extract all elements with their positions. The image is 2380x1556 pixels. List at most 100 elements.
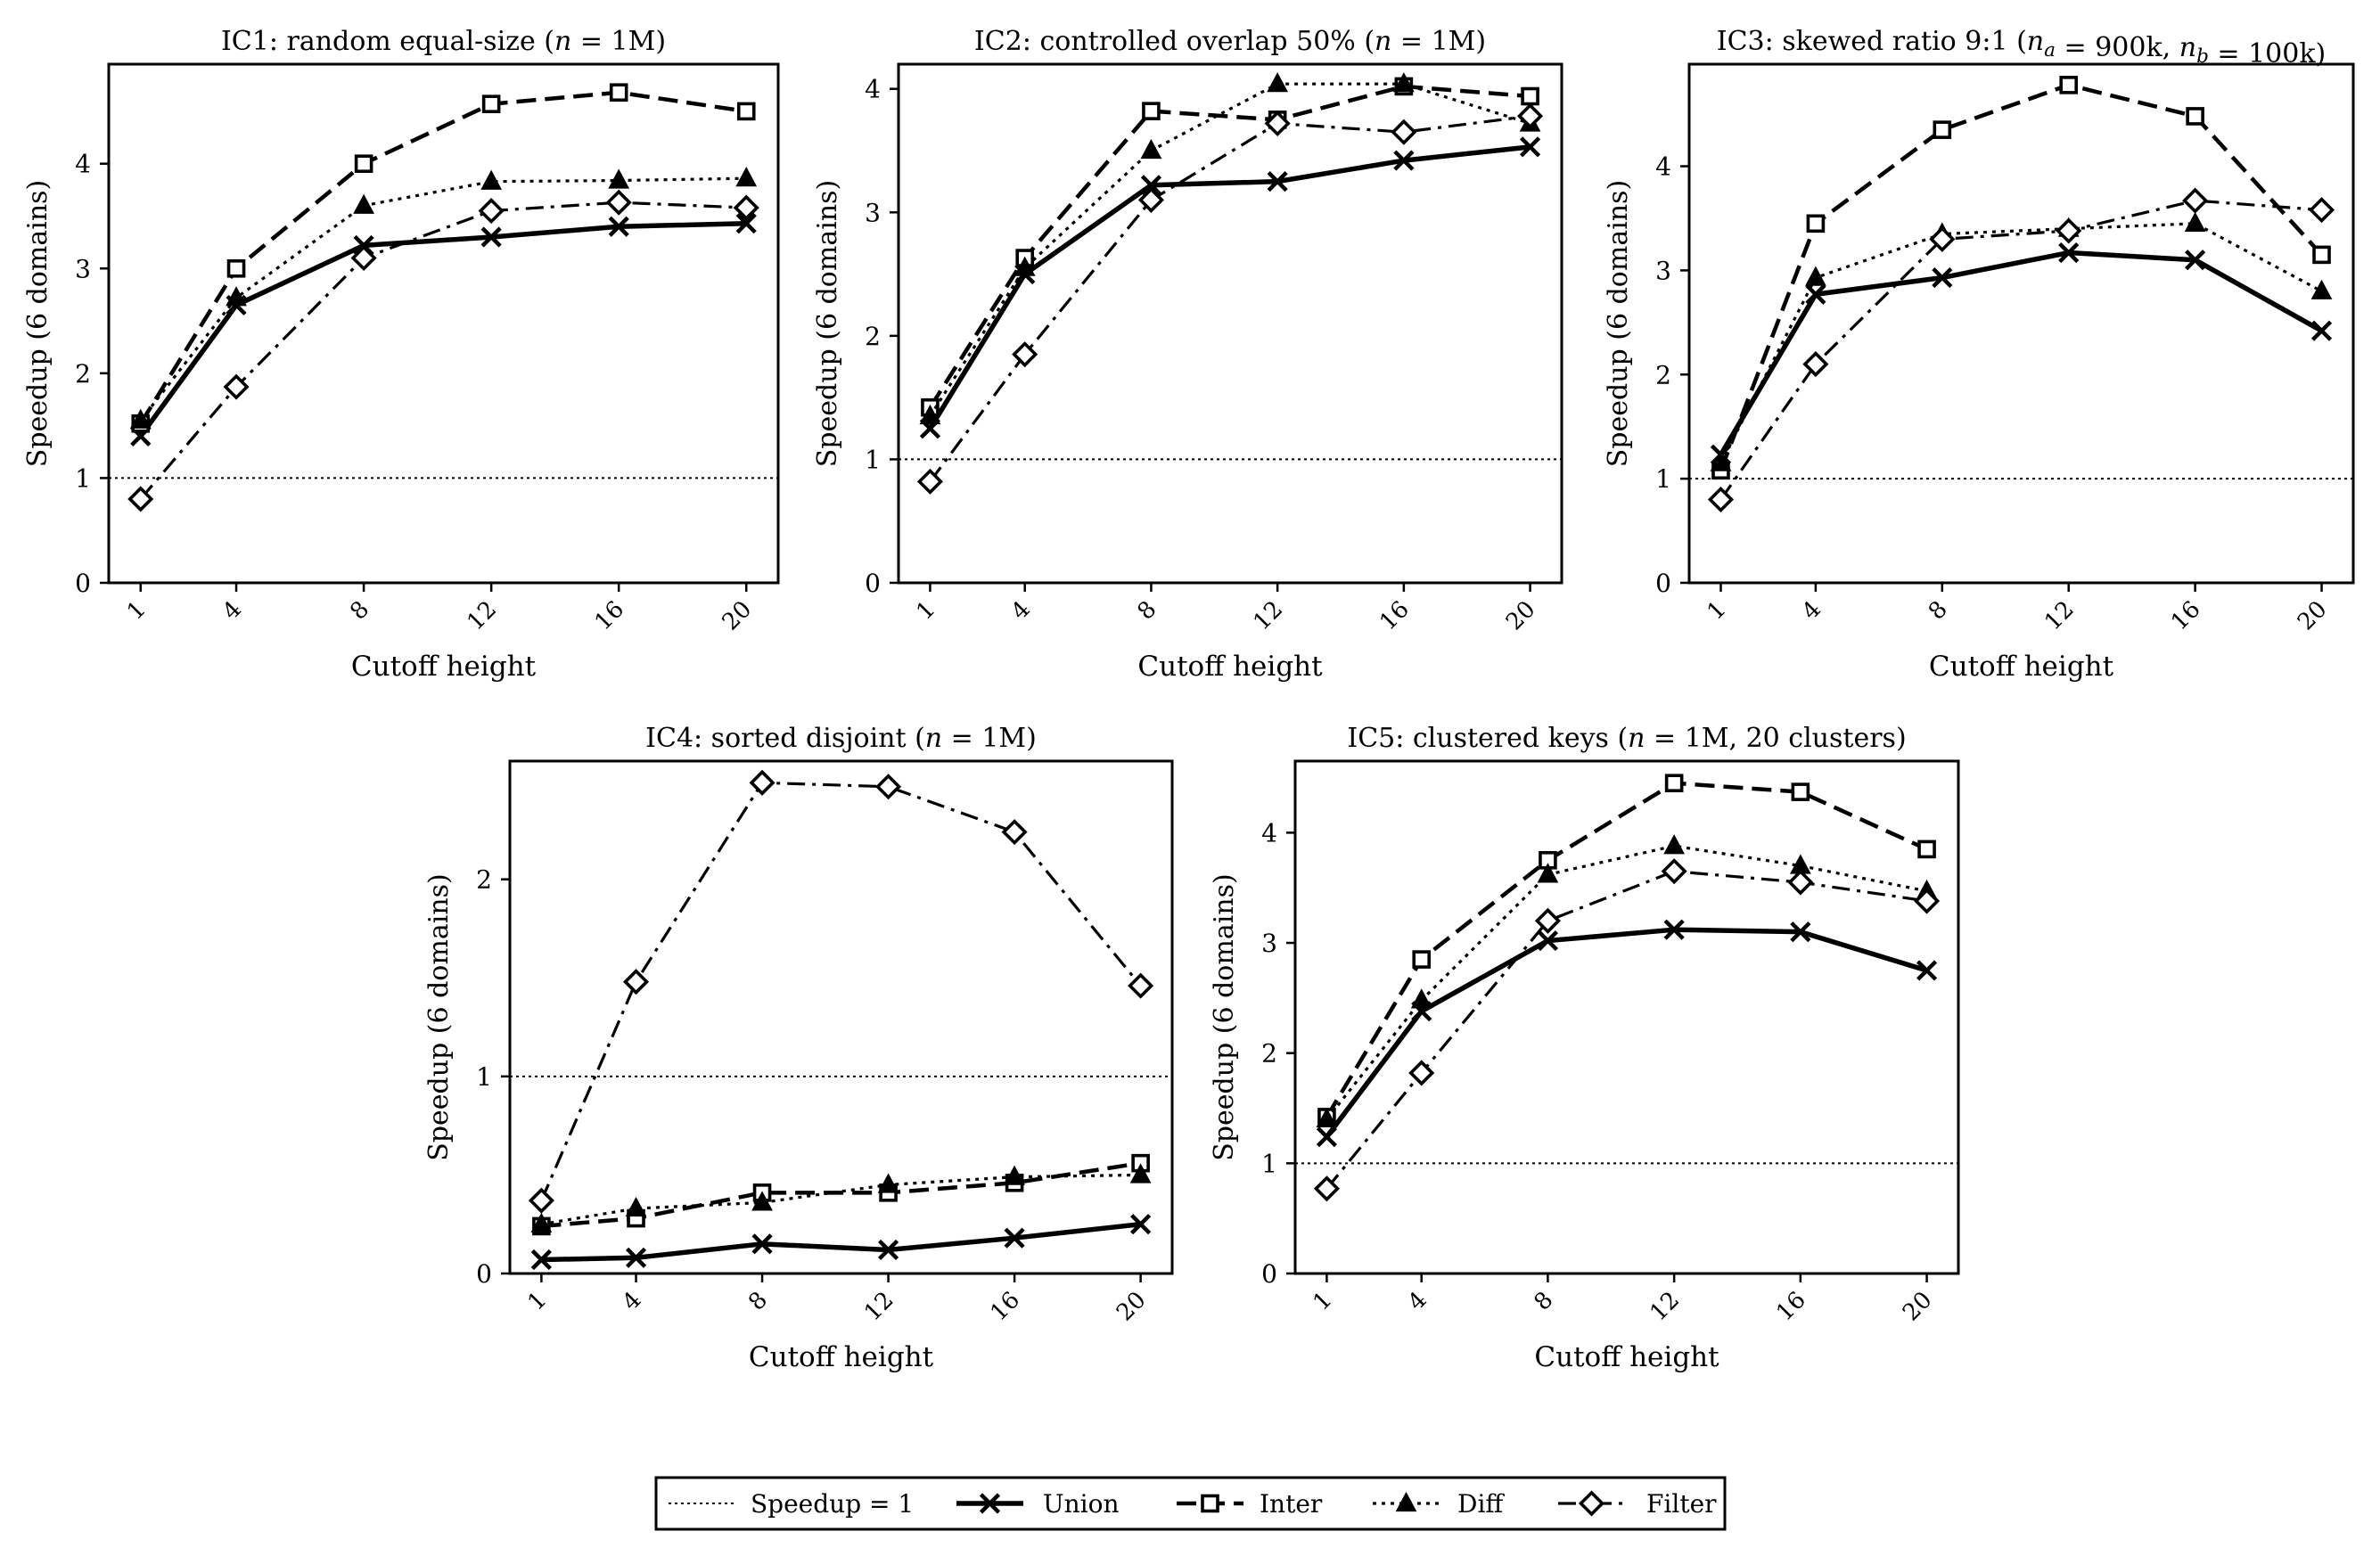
data-point-diff [1805, 266, 1826, 286]
legend-item-diff: Diff [1373, 1489, 1505, 1519]
legend-swatch-marker [1578, 1490, 1605, 1517]
series-inter [1317, 774, 1936, 1126]
data-point-inter [1917, 839, 1936, 859]
data-point-inter [1664, 774, 1684, 793]
data-point-diff [1316, 1107, 1338, 1128]
x-axis-label: Cutoff height [749, 1341, 934, 1373]
data-point-diff [877, 1173, 899, 1193]
data-point-union [1130, 1214, 1152, 1235]
x-tick-label: 12 [2039, 596, 2080, 636]
x-tick-label: 1 [122, 596, 152, 626]
x-tick-label: 16 [590, 596, 630, 636]
x-tick-label: 1 [1703, 596, 1732, 626]
legend-item-inter: Inter [1177, 1489, 1323, 1519]
legend-label: Inter [1260, 1489, 1323, 1519]
y-tick-label: 3 [1261, 929, 1277, 958]
data-point-filter [1914, 888, 1941, 914]
x-tick-label: 12 [463, 596, 503, 636]
y-tick-label: 0 [75, 569, 91, 598]
series-line-union [1719, 250, 2323, 456]
x-tick-label: 4 [1403, 1287, 1432, 1316]
chart-panel-3: IC3: skewed ratio 9:1 (na = 900k, nb = 1… [1603, 26, 2355, 683]
data-point-filter [1787, 869, 1814, 896]
data-point-diff [1710, 451, 1732, 471]
axes-frame [1293, 759, 1960, 1275]
data-point-filter [749, 769, 776, 796]
legend-item-filter: Filter [1558, 1489, 1717, 1519]
x-tick-label: 16 [1771, 1287, 1811, 1327]
data-point-union [2058, 242, 2080, 264]
data-point-union [751, 1233, 773, 1255]
x-tick-label: 16 [986, 1287, 1026, 1327]
x-axis-label: Cutoff height [1137, 651, 1323, 683]
data-point-filter [1137, 186, 1164, 213]
data-point-filter [2182, 187, 2209, 214]
data-point-filter [916, 468, 943, 495]
data-point-diff [1004, 1165, 1025, 1185]
data-point-union [625, 1247, 647, 1268]
data-point-filter [350, 244, 377, 272]
data-point-diff [1129, 1163, 1152, 1183]
series-line-filter [539, 781, 1142, 1201]
data-point-union [608, 216, 629, 237]
data-point-inter [2186, 107, 2204, 126]
series-inter [131, 83, 756, 433]
data-point-union [480, 226, 502, 248]
data-point-union [877, 1239, 899, 1261]
data-point-filter [875, 774, 902, 800]
data-point-filter [478, 198, 505, 225]
chart-title: IC5: clustered keys (n = 1M, 20 clusters… [1347, 723, 1906, 754]
series-filter [127, 189, 759, 512]
data-point-filter [1707, 486, 1735, 513]
series-line-diff [1325, 844, 1927, 1120]
x-axis-label: Cutoff height [1929, 651, 2114, 683]
x-tick-label: 1 [522, 1287, 552, 1316]
series-inter [532, 1153, 1150, 1236]
y-tick-label: 1 [865, 445, 881, 474]
legend-label: Union [1043, 1489, 1119, 1519]
series-line-diff [1719, 222, 2323, 464]
legend-label: Speedup = 1 [751, 1489, 914, 1519]
data-point-diff [735, 167, 758, 187]
y-tick-label: 2 [1261, 1039, 1277, 1069]
data-point-filter [127, 486, 154, 512]
data-point-union [1393, 150, 1415, 171]
series-filter [528, 769, 1154, 1214]
data-point-diff [480, 169, 503, 190]
x-tick-label: 8 [1924, 596, 1953, 626]
series-line-inter [1719, 83, 2324, 471]
x-tick-label: 20 [2293, 596, 2333, 636]
data-point-inter [1521, 86, 1539, 106]
series-filter [1707, 187, 2335, 513]
data-point-inter [226, 258, 246, 278]
y-axis-label: Speedup (6 domains) [812, 180, 843, 467]
y-tick-label: 1 [1261, 1149, 1277, 1178]
data-point-inter [736, 102, 756, 121]
data-point-filter [1012, 341, 1038, 368]
data-point-diff [1663, 834, 1686, 855]
y-axis-label: Speedup (6 domains) [1209, 873, 1240, 1160]
legend-swatch-marker [979, 1493, 1001, 1514]
data-point-filter [1313, 1175, 1340, 1202]
data-point-filter [1128, 972, 1154, 999]
axes-frame [107, 62, 780, 585]
legend-frame [654, 1476, 1727, 1531]
series-union [530, 1214, 1152, 1271]
data-point-inter [609, 83, 628, 102]
chart-title: IC2: controlled overlap 50% (n = 1M) [974, 26, 1486, 57]
data-point-union [2185, 250, 2206, 271]
legend-label: Diff [1457, 1489, 1505, 1519]
series-filter [916, 102, 1544, 495]
data-point-filter [1517, 102, 1544, 129]
legend: Speedup = 1 Union Inter Diff Filter [654, 1476, 1727, 1531]
x-tick-label: 12 [1249, 596, 1289, 636]
y-axis-label: Speedup (6 domains) [22, 180, 53, 467]
y-tick-label: 2 [865, 322, 881, 351]
data-point-diff [353, 193, 374, 214]
y-tick-label: 1 [1655, 464, 1671, 494]
x-tick-label: 16 [2166, 596, 2206, 636]
chart-title: IC1: random equal-size (n = 1M) [221, 26, 666, 57]
y-tick-label: 0 [476, 1259, 492, 1289]
